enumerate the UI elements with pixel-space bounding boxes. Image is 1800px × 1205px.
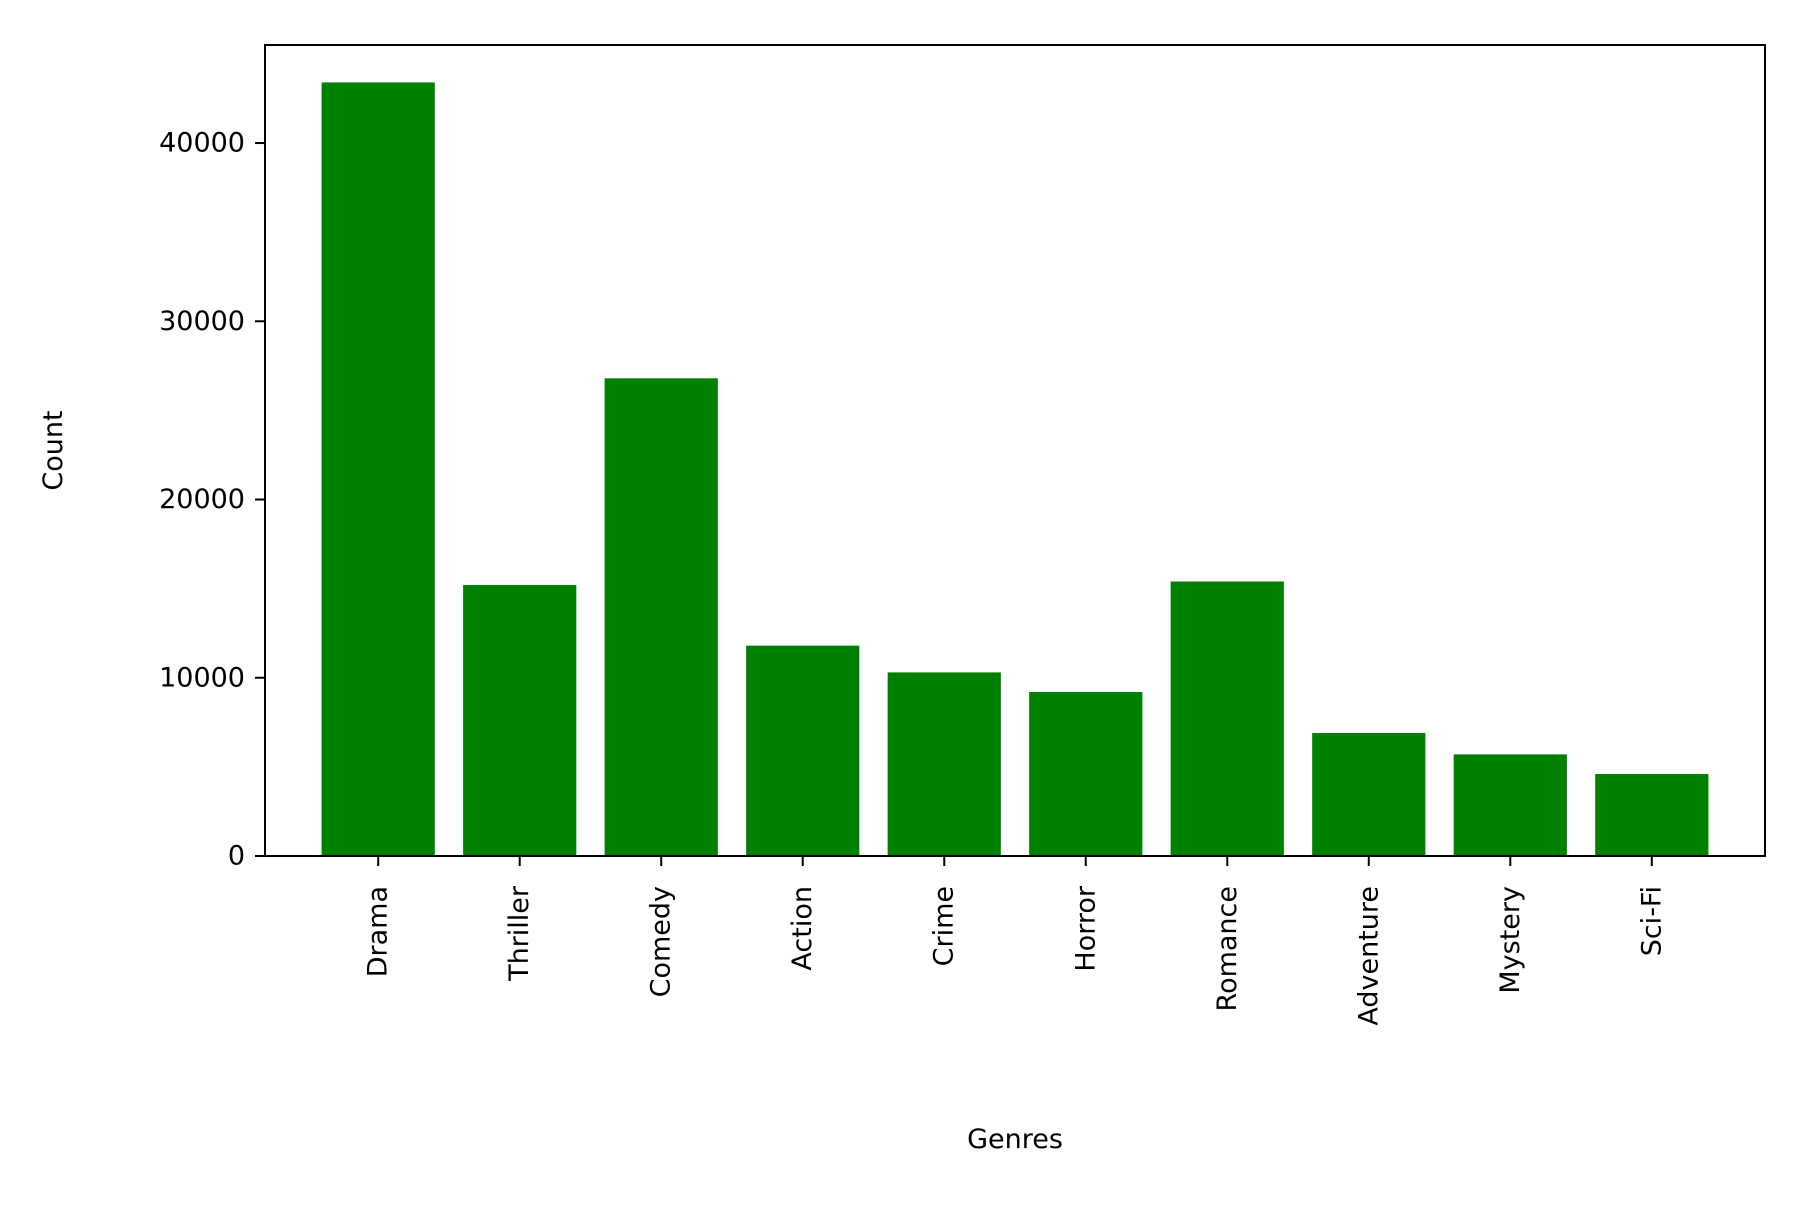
x-tick-label: Comedy: [646, 886, 677, 997]
bar-horror: [1029, 692, 1143, 856]
x-tick-label: Mystery: [1495, 886, 1526, 994]
y-axis: 0 10000 20000 30000 40000: [159, 128, 265, 872]
bar-comedy: [604, 378, 718, 856]
bar-drama: [321, 82, 435, 856]
x-tick-label: Drama: [363, 886, 394, 977]
y-tick-label: 40000: [159, 128, 245, 159]
x-tick-label: Thriller: [504, 885, 535, 982]
y-tick-label: 20000: [159, 484, 245, 515]
y-axis-label: Count: [38, 410, 69, 490]
bar-romance: [1170, 581, 1284, 856]
x-tick-label: Sci-Fi: [1636, 886, 1667, 956]
bar-crime: [887, 672, 1001, 856]
x-tick-label: Horror: [1070, 885, 1101, 971]
bar-mystery: [1453, 754, 1567, 856]
y-tick-label: 10000: [159, 662, 245, 693]
y-tick-label: 30000: [159, 306, 245, 337]
bars-group: [321, 82, 1709, 856]
y-tick-label: 0: [228, 841, 245, 872]
bar-adventure: [1312, 733, 1426, 856]
bar-sci-fi: [1595, 774, 1709, 856]
bar-thriller: [463, 585, 577, 856]
plot-frame: [264, 44, 1766, 857]
x-tick-label: Adventure: [1353, 886, 1384, 1026]
x-axis-label: Genres: [967, 1124, 1063, 1155]
bar-action: [746, 645, 860, 856]
x-tick-label: Crime: [929, 886, 960, 966]
x-tick-label: Action: [787, 886, 818, 971]
x-axis: Drama Thriller Comedy Action Crime Horror Roma…: [363, 856, 1667, 1026]
x-tick-label: Romance: [1212, 886, 1243, 1011]
